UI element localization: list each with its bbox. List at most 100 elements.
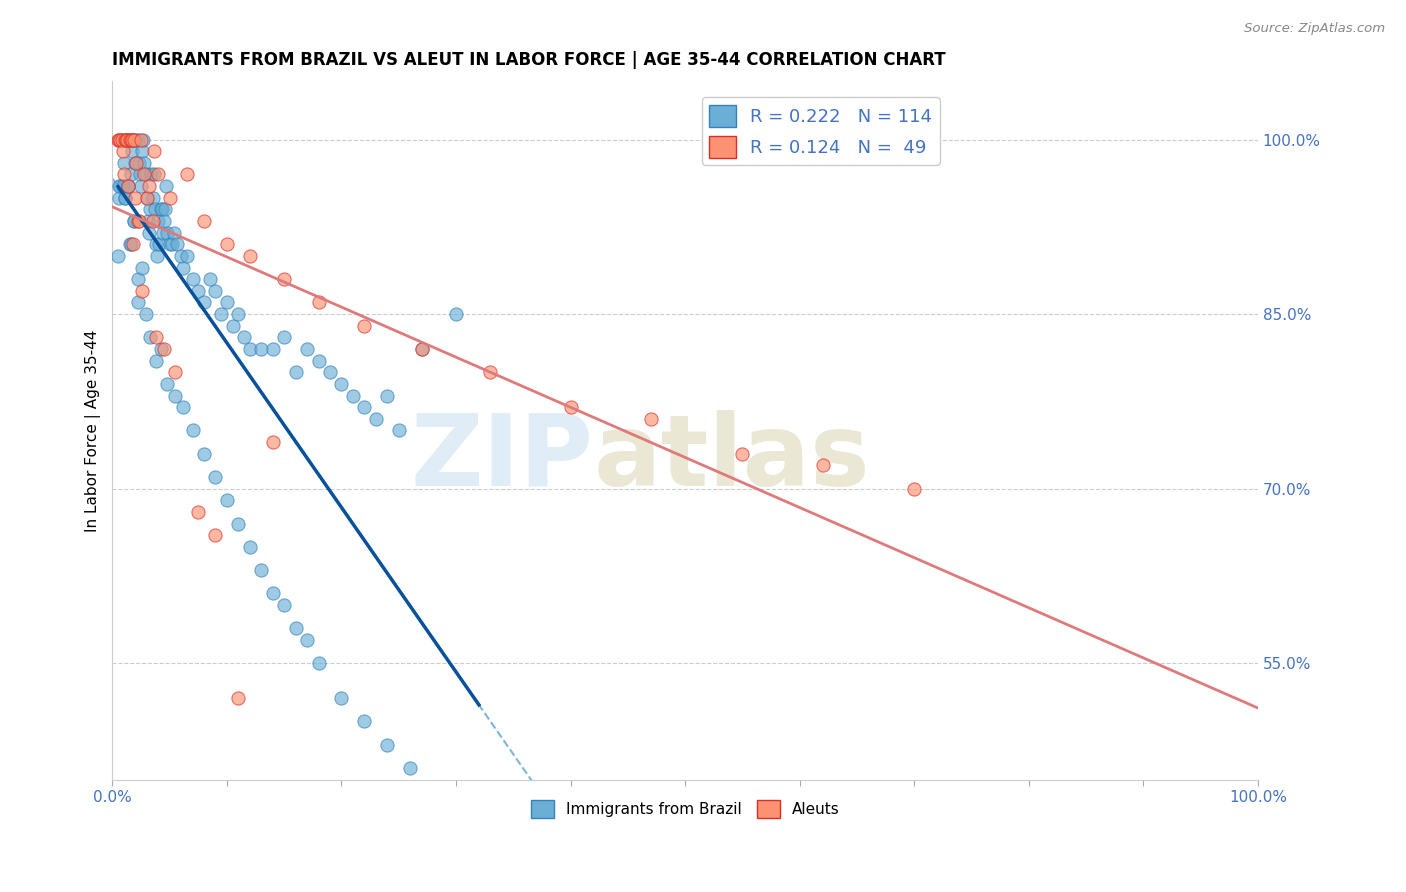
Point [560,401,582,415]
Point [125,156,148,170]
Point [204,528,226,542]
Point [181,272,204,286]
Point [122,132,145,146]
Point [134,168,156,182]
Point [250,563,273,577]
Point [273,272,295,286]
Point [142,168,165,182]
Point [108,191,131,205]
Point [811,458,834,473]
Point [115,132,138,146]
Point [135,307,157,321]
Point [149,342,172,356]
Point [187,284,209,298]
Point [121,144,143,158]
Point [163,226,186,240]
Point [141,168,163,182]
Point [127,295,149,310]
Point [117,179,139,194]
Point [120,132,142,146]
Point [444,307,467,321]
Point [112,156,135,170]
Point [120,168,142,182]
Point [131,260,153,275]
Point [228,307,250,321]
Point [176,249,198,263]
Point [146,249,169,263]
Point [308,353,330,368]
Point [124,156,146,170]
Point [156,226,179,240]
Point [135,191,157,205]
Point [122,237,145,252]
Point [128,156,150,170]
Point [342,388,364,402]
Point [129,179,152,194]
Point [111,179,134,194]
Point [141,191,163,205]
Point [143,202,166,217]
Point [121,132,143,146]
Point [122,132,145,146]
Point [187,505,209,519]
Point [111,144,134,158]
Point [148,168,170,182]
Point [193,447,215,461]
Point [148,214,170,228]
Point [127,214,149,228]
Text: ZIP: ZIP [411,410,593,507]
Point [319,365,342,379]
Point [131,284,153,298]
Point [903,482,925,496]
Point [215,237,238,252]
Point [150,202,173,217]
Point [152,226,174,240]
Point [479,365,502,379]
Point [284,365,307,379]
Point [330,691,353,706]
Point [204,470,226,484]
Point [353,401,375,415]
Point [118,237,141,252]
Point [353,318,375,333]
Point [308,657,330,671]
Point [127,132,149,146]
Text: atlas: atlas [593,410,870,507]
Point [118,132,141,146]
Point [124,191,146,205]
Point [172,260,194,275]
Point [330,376,353,391]
Point [399,761,422,775]
Point [215,295,238,310]
Point [375,738,398,752]
Y-axis label: In Labor Force | Age 35-44: In Labor Force | Age 35-44 [86,329,101,532]
Point [295,632,318,647]
Point [134,156,156,170]
Point [502,807,524,822]
Point [308,295,330,310]
Point [165,388,187,402]
Point [198,272,221,286]
Point [115,132,138,146]
Point [228,516,250,531]
Point [117,179,139,194]
Point [388,424,411,438]
Point [731,447,754,461]
Point [132,132,155,146]
Legend: Immigrants from Brazil, Aleuts: Immigrants from Brazil, Aleuts [524,794,846,824]
Point [136,214,159,228]
Point [160,237,183,252]
Point [193,214,215,228]
Point [364,412,387,426]
Point [262,586,284,600]
Text: IMMIGRANTS FROM BRAZIL VS ALEUT IN LABOR FORCE | AGE 35-44 CORRELATION CHART: IMMIGRANTS FROM BRAZIL VS ALEUT IN LABOR… [112,51,946,69]
Point [142,144,165,158]
Point [176,168,198,182]
Point [125,132,148,146]
Point [273,598,295,612]
Point [108,132,131,146]
Point [114,132,136,146]
Point [153,342,176,356]
Point [118,132,141,146]
Point [117,132,139,146]
